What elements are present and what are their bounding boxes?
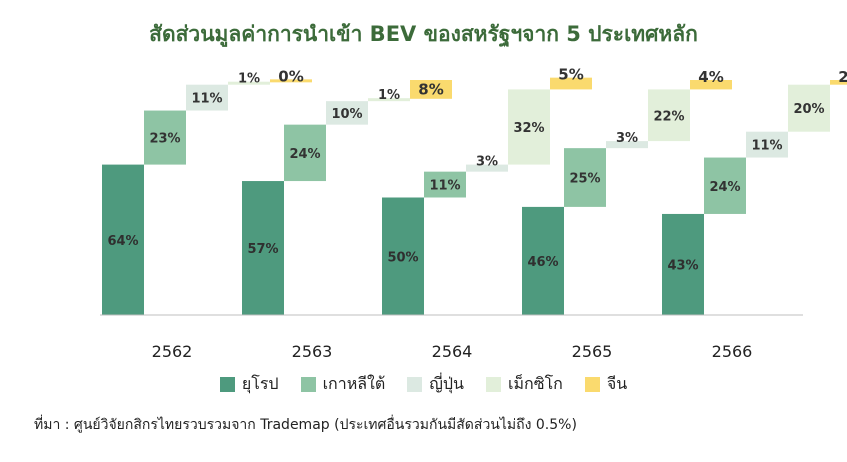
x-tick-label-2563: 2563 <box>292 342 333 361</box>
data-label-2562-4: 0% <box>278 67 303 85</box>
legend-swatch-2 <box>407 377 423 392</box>
chart-title: สัดส่วนมูลค่าการนำเข้า BEV ของสหรัฐฯจาก … <box>149 22 698 46</box>
bar-2565-4 <box>690 80 732 90</box>
bar-2565-0 <box>522 206 564 315</box>
bar-2566-2 <box>746 131 788 158</box>
data-label-2563-1: 24% <box>289 147 320 162</box>
data-label-2566-0: 43% <box>667 258 698 273</box>
data-label-2566-2: 11% <box>751 139 782 154</box>
legend-item-2: ญี่ปุ่น <box>407 372 464 397</box>
data-label-2564-1: 11% <box>429 179 460 194</box>
bar-2563-1 <box>284 124 326 182</box>
x-tick-label-2566: 2566 <box>712 342 753 361</box>
bar-2562-2 <box>186 84 228 111</box>
bar-2564-2 <box>466 164 508 172</box>
bar-2564-3 <box>508 89 550 165</box>
data-label-2563-4: 8% <box>418 80 443 98</box>
legend-swatch-3 <box>486 377 501 392</box>
data-label-2564-4: 5% <box>558 66 583 84</box>
legend-item-0: ยุโรป <box>219 372 279 397</box>
legend-label-3: เม็กซิโก <box>508 374 563 393</box>
bar-2564-4 <box>550 77 592 90</box>
bar-2564-0 <box>382 197 424 315</box>
data-label-2563-0: 57% <box>247 242 278 257</box>
bar-2562-4 <box>270 79 312 83</box>
bar-2566-4 <box>830 80 847 85</box>
bar-2566-3 <box>788 84 830 132</box>
bar-2562-3 <box>228 81 270 85</box>
data-label-2565-3: 22% <box>653 109 684 124</box>
x-tick-layer: 2562 2563 2564 2565 2566 <box>152 342 753 361</box>
bar-2563-0 <box>242 181 284 315</box>
bar-2562-1 <box>144 110 186 165</box>
legend-item-1: เกาหลีใต้ <box>300 372 386 397</box>
waterfall-chart: 64% 23% 11% 1% 0% 57% 24% 10% 1% 8% 50% 11% 3% 32% 5% 4… <box>100 66 847 361</box>
bar-2565-3 <box>648 89 690 142</box>
bar-2563-2 <box>326 101 368 125</box>
data-label-2563-3: 1% <box>378 88 400 103</box>
data-label-2565-2: 3% <box>616 131 638 146</box>
bar-2563-3 <box>368 98 410 102</box>
data-label-2565-0: 46% <box>527 255 558 270</box>
bar-2565-1 <box>564 148 606 207</box>
data-label-2562-1: 23% <box>149 132 180 147</box>
legend-label-0: ยุโรป <box>241 374 279 393</box>
bar-2566-0 <box>662 213 704 315</box>
data-label-2562-0: 64% <box>107 234 138 249</box>
legend-item-3: เม็กซิโก <box>486 372 563 397</box>
legend-swatch-0 <box>219 377 235 392</box>
x-tick-label-2565: 2565 <box>572 342 613 361</box>
legend-label-4: จีน <box>606 374 628 393</box>
legend-item-4: จีน <box>584 372 628 397</box>
source-note: ที่มา : ศูนย์วิจัยกสิกรไทยรวบรวมจาก Trad… <box>34 417 577 433</box>
legend-label-2: ญี่ปุ่น <box>429 374 464 393</box>
data-label-2563-2: 10% <box>331 107 362 122</box>
legend-label-1: เกาหลีใต้ <box>322 374 386 393</box>
x-tick-label-2564: 2564 <box>432 342 473 361</box>
data-label-2566-4: 2% <box>838 68 847 86</box>
bar-2564-1 <box>424 171 466 198</box>
bar-2562-0 <box>102 164 144 315</box>
data-label-2562-2: 11% <box>191 92 222 107</box>
bar-layer: 64% 23% 11% 1% 0% 57% 24% 10% 1% 8% 50% 11% 3% 32% 5% 4… <box>102 66 847 315</box>
data-label-2562-3: 1% <box>238 72 260 87</box>
bar-2565-2 <box>606 141 648 149</box>
data-label-2565-4: 4% <box>698 68 723 86</box>
bar-2566-1 <box>704 157 746 214</box>
bar-2563-4 <box>410 80 452 99</box>
legend-swatch-1 <box>300 377 316 392</box>
x-tick-label-2562: 2562 <box>152 342 193 361</box>
legend: ยุโรป เกาหลีใต้ ญี่ปุ่น เม็กซิโก จีน <box>0 372 847 397</box>
data-label-2566-3: 20% <box>793 102 824 117</box>
data-label-2566-1: 24% <box>709 180 740 195</box>
data-label-2564-0: 50% <box>387 250 418 265</box>
data-label-2564-3: 32% <box>513 121 544 136</box>
data-label-2564-2: 3% <box>476 155 498 170</box>
data-label-2565-1: 25% <box>569 172 600 187</box>
legend-swatch-4 <box>584 377 600 392</box>
